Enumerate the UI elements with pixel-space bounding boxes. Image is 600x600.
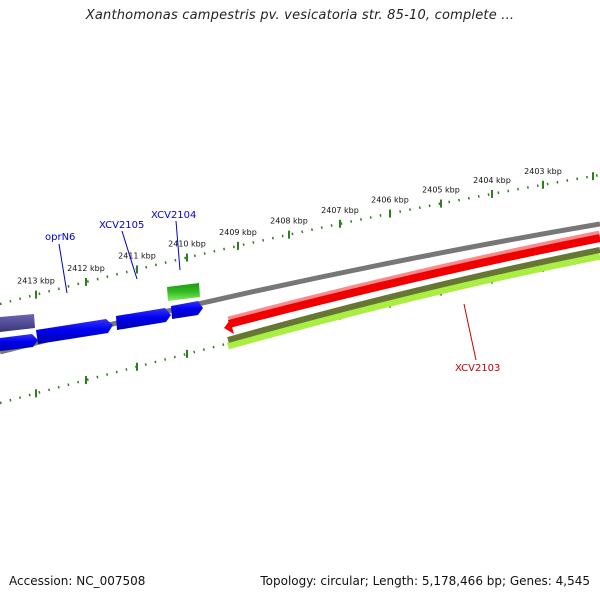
reverse-olive-band — [227, 247, 600, 343]
gene-label-XCV2105[interactable]: XCV2105 — [99, 220, 144, 231]
ruler-tick-label: 2406 kbp — [371, 196, 409, 205]
accession-text: Accession: NC_007508 — [9, 574, 146, 588]
gene-blue-1-shape — [0, 334, 38, 351]
genome-summary-text: Topology: circular; Length: 5,178,466 bp… — [260, 574, 590, 588]
ruler-tick-label: 2403 kbp — [524, 167, 562, 176]
outer-ruler-labels: 2403 kbp 2404 kbp 2405 kbp 2406 kbp 2407 kbp… — [17, 167, 562, 286]
ruler-tick-label: 2407 kbp — [321, 206, 359, 215]
ruler-tick-label: 2410 kbp — [168, 240, 206, 249]
ruler-tick-label: 2411 kbp — [118, 251, 156, 260]
gene-label-XCV2103[interactable]: XCV2103 — [455, 363, 500, 374]
gene-oprN6-shape — [36, 319, 113, 344]
map-title: Xanthomonas campestris pv. vesicatoria s… — [85, 8, 515, 23]
gene-label-XCV2104[interactable]: XCV2104 — [151, 210, 196, 221]
ruler-tick-label: 2405 kbp — [422, 186, 460, 195]
gene-label-oprN6[interactable]: oprN6 — [45, 232, 75, 243]
ruler-tick-label: 2413 kbp — [17, 277, 55, 286]
XCV2105-leader — [121, 230, 138, 280]
gene-XCV2104-shape — [167, 283, 200, 301]
gene-XCV2105-shape — [116, 308, 171, 330]
outer-ruler-ticks — [35, 172, 594, 299]
XCV2103-leader — [463, 303, 477, 361]
ruler-tick-label: 2409 kbp — [219, 228, 257, 237]
gene-purple-shape — [0, 314, 35, 332]
ruler-tick-label: 2412 kbp — [67, 264, 105, 273]
ruler-tick-label: 2408 kbp — [270, 217, 308, 226]
reverse-lime-band — [227, 252, 600, 350]
ruler-tick-label: 2404 kbp — [473, 176, 511, 185]
gene-XCV2104-blue-shape — [171, 301, 203, 319]
XCV2104-leader — [175, 220, 181, 271]
oprN6-leader — [58, 243, 68, 294]
